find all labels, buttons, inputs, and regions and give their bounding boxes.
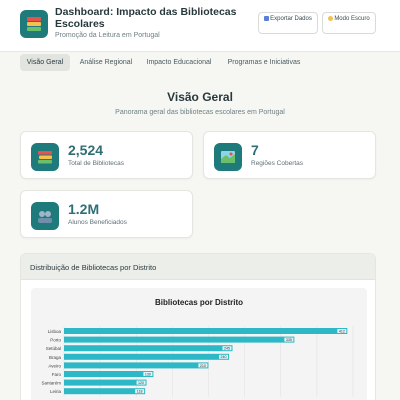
tab-programas-iniciativas[interactable]: Programas e Iniciativas (227, 59, 301, 66)
bar[interactable] (64, 353, 230, 360)
bar[interactable] (64, 371, 154, 377)
tab-visao-geral[interactable]: Visão Geral (20, 54, 70, 71)
value-label: 120 (138, 381, 144, 385)
export-data-button[interactable]: Exportar Dados (258, 12, 318, 34)
section-subtitle: Panorama geral das bibliotecas escolares… (115, 109, 285, 116)
dark-mode-button[interactable]: Modo Escuro (322, 12, 376, 34)
distribution-header: Distribuição de Bibliotecas por Distrito (21, 254, 375, 280)
bar[interactable] (64, 328, 348, 334)
page-title: Dashboard: Impacto das Bibliotecas Escol… (55, 6, 237, 30)
map-icon (214, 143, 242, 171)
value-label-bg (136, 380, 146, 385)
students-icon (31, 202, 59, 230)
app-header: Dashboard: Impacto das Bibliotecas Escol… (0, 0, 400, 52)
tab-analise-regional[interactable]: Análise Regional (79, 59, 133, 66)
value-label-bg (219, 354, 229, 359)
category-label: Aveiro (48, 363, 61, 368)
bar[interactable] (64, 336, 295, 343)
value-label-bg (337, 329, 347, 333)
district-chart: Bibliotecas por Distrito Lisboa 412 Porto 3… (31, 288, 367, 400)
value-label: 210 (200, 364, 206, 368)
distribution-panel: Distribuição de Bibliotecas por Distrito… (20, 253, 376, 400)
stat-label: Total de Bibliotecas (68, 160, 125, 167)
moon-icon (328, 16, 334, 21)
bar[interactable] (64, 379, 147, 386)
stat-value: 7 (251, 142, 259, 158)
value-label: 130 (145, 372, 151, 376)
value-label-bg (135, 389, 145, 394)
bar[interactable] (64, 345, 233, 352)
value-label: 335 (286, 338, 292, 342)
chart-title: Bibliotecas por Distrito (154, 298, 243, 307)
value-label: 412 (339, 329, 345, 333)
category-label: Porto (50, 338, 61, 343)
stat-card-students: 1.2M Alunos Beneficiados (20, 190, 193, 238)
category-label: Leiria (50, 389, 62, 394)
stat-value: 2,524 (68, 142, 104, 158)
value-label-bg (222, 346, 232, 351)
tab-impacto-educacional[interactable]: Impacto Educacional (146, 59, 212, 66)
value-label-bg (284, 337, 294, 342)
distribution-title: Distribuição de Bibliotecas por Distrito (30, 263, 157, 272)
stat-label: Alunos Beneficiados (68, 219, 127, 226)
bar-chart-svg: Lisboa 412 Porto 335 Setúbal 245 Braga 240 Aveir… (41, 326, 354, 397)
value-label-bg (198, 363, 208, 368)
value-label: 240 (221, 355, 227, 359)
category-label: Santarém (41, 381, 61, 386)
value-label-bg (143, 372, 153, 376)
books-icon (20, 10, 48, 38)
stat-label: Regiões Cobertas (251, 160, 304, 167)
chart-icon (264, 16, 270, 21)
stat-value: 1.2M (68, 201, 100, 217)
category-label: Lisboa (48, 329, 62, 334)
category-label: Setúbal (46, 346, 61, 351)
books-icon (31, 143, 59, 171)
page-subtitle: Promoção da Leitura em Portugal (55, 32, 160, 39)
value-label: 245 (224, 347, 230, 351)
bar[interactable] (64, 362, 209, 369)
stat-card-regions: 7 Regiões Cobertas (203, 131, 376, 179)
bar[interactable] (64, 388, 146, 395)
value-label: 118 (137, 390, 143, 394)
stat-card-libraries: 2,524 Total de Bibliotecas (20, 131, 193, 179)
tab-bar: Visão Geral Análise Regional Impacto Edu… (0, 52, 400, 74)
category-label: Braga (49, 355, 62, 360)
section-title: Visão Geral (167, 90, 233, 104)
category-label: Faro (52, 372, 62, 377)
